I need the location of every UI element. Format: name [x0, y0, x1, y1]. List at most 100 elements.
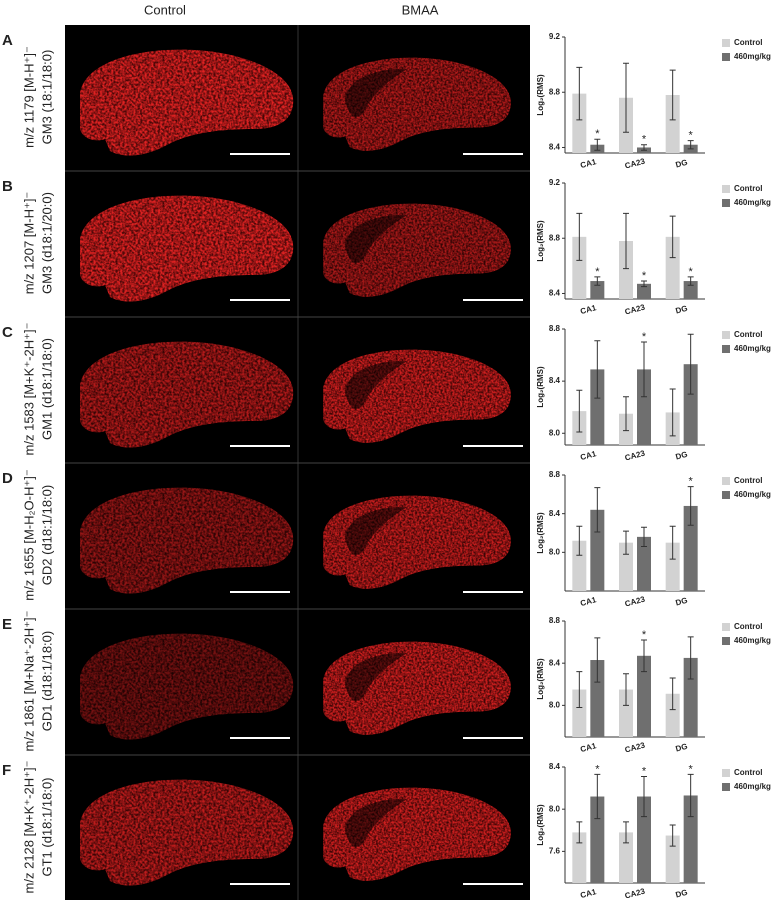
significance-mark: * [689, 476, 694, 488]
tissue-image [323, 203, 511, 297]
legend-label: Control [734, 38, 762, 47]
legend-label: Control [734, 184, 762, 193]
tissue-dark [345, 507, 407, 555]
legend-swatch [722, 185, 730, 193]
legend-label: 460mg/kg [734, 490, 771, 499]
y-tick-label: 7.6 [549, 846, 561, 855]
panel-label: GM3 (18:1/18:0) [39, 50, 54, 145]
tissue-dark [345, 69, 407, 117]
tissue-dark [345, 215, 407, 263]
y-axis-label: Log₂(RMS) [536, 804, 545, 846]
tissue-image [323, 787, 511, 881]
tissue-image [80, 633, 294, 740]
tissue-signal [80, 49, 294, 156]
y-tick-label: 8.8 [549, 324, 561, 333]
significance-mark: * [642, 331, 647, 343]
error-bar [623, 673, 629, 706]
bar [590, 369, 605, 445]
y-tick-label: 9.2 [549, 32, 561, 41]
error-bar [576, 525, 583, 556]
y-axis-label: Log₂(RMS) [536, 74, 545, 116]
y-tick-label: 8.8 [549, 87, 561, 96]
significance-mark: * [689, 129, 694, 141]
bar [683, 795, 698, 883]
error-bar [669, 388, 676, 437]
panel-label: GD2 (d18:1/18:0) [39, 485, 54, 585]
legend-label: Control [734, 330, 762, 339]
significance-mark: * [642, 765, 647, 777]
bar [590, 281, 605, 299]
tissue-signal [80, 487, 294, 594]
tissue-dark [345, 799, 407, 847]
bar [665, 693, 680, 737]
legend-label: 460mg/kg [734, 52, 771, 61]
bar [572, 540, 587, 591]
column-header: BMAA [402, 2, 439, 17]
error-bar [669, 525, 676, 560]
error-bar [687, 486, 694, 526]
error-bar [623, 530, 629, 555]
bar [683, 505, 698, 591]
y-axis-label: Log₂(RMS) [536, 366, 545, 408]
significance-mark: * [642, 270, 647, 282]
significance-mark: * [642, 629, 647, 641]
y-axis-label: Log₂(RMS) [536, 220, 545, 262]
legend-swatch [722, 39, 730, 47]
bar [637, 283, 651, 299]
error-bar [576, 66, 583, 121]
tissue-image [80, 49, 294, 156]
legend-swatch [722, 491, 730, 499]
panel-letter: A [2, 32, 13, 49]
error-bar [623, 821, 629, 844]
panel-label: GM3 (d18:1/20:0) [39, 192, 54, 294]
panel-letter: B [2, 178, 13, 195]
panel-label: m/z 1861 [M+Na⁺-2H⁺]⁻ [21, 611, 36, 752]
bar [619, 689, 633, 737]
tissue-image [323, 57, 511, 151]
y-tick-label: 8.0 [549, 700, 561, 709]
y-tick-label: 8.4 [549, 376, 561, 385]
panel-letter: D [2, 470, 13, 487]
y-tick-label: 8.8 [549, 233, 561, 242]
error-bar [669, 215, 676, 259]
x-tick-label: CA1 [579, 303, 597, 316]
x-tick-label: CA1 [579, 887, 597, 900]
legend-swatch [722, 345, 730, 353]
panel-letter: F [2, 762, 11, 779]
significance-mark: * [689, 266, 694, 278]
error-bar [641, 639, 647, 673]
error-bar [641, 144, 647, 151]
significance-mark: * [595, 128, 600, 140]
tissue-image [323, 641, 511, 735]
panel-label: m/z 2128 [M+K⁺-2H⁺]⁻ [21, 761, 36, 894]
tissue-image [80, 779, 294, 886]
legend-swatch [722, 331, 730, 339]
x-tick-label: CA23 [624, 740, 647, 754]
y-tick-label: 8.8 [549, 470, 561, 479]
x-tick-label: DG [675, 450, 689, 462]
legend-swatch [722, 199, 730, 207]
tissue-signal [80, 633, 294, 740]
y-tick-label: 8.4 [549, 143, 561, 152]
error-bar [576, 821, 583, 844]
y-tick-label: 8.4 [549, 658, 561, 667]
bar [665, 236, 680, 299]
x-tick-label: DG [675, 158, 689, 170]
legend-label: 460mg/kg [734, 344, 771, 353]
bar [572, 832, 587, 883]
x-tick-label: DG [675, 596, 689, 608]
legend-swatch [722, 623, 730, 631]
tissue-image [80, 195, 294, 302]
tissue-signal [80, 341, 294, 448]
y-tick-label: 8.0 [549, 547, 561, 556]
error-bar [641, 526, 647, 548]
y-tick-label: 9.2 [549, 178, 561, 187]
error-bar [594, 340, 601, 399]
error-bar [576, 389, 583, 433]
y-tick-label: 8.4 [549, 289, 561, 298]
error-bar [641, 280, 647, 288]
bar [590, 509, 605, 591]
bar [590, 796, 605, 883]
panel-label: m/z 1207 [M-H⁺]⁻ [21, 192, 36, 295]
